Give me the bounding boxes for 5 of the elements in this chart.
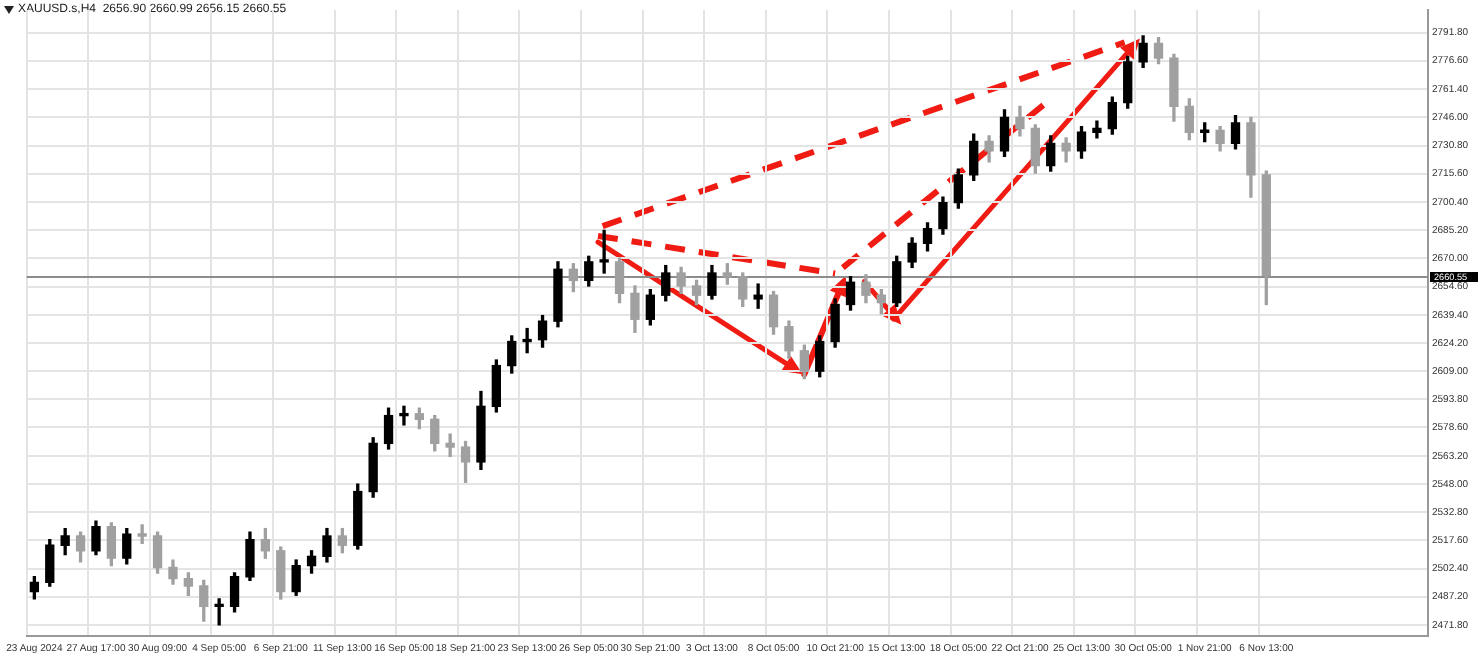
- candlestick: [753, 283, 763, 309]
- candlestick: [522, 327, 532, 354]
- candlestick: [599, 229, 609, 274]
- candlestick: [399, 405, 409, 426]
- candlestick: [445, 433, 455, 458]
